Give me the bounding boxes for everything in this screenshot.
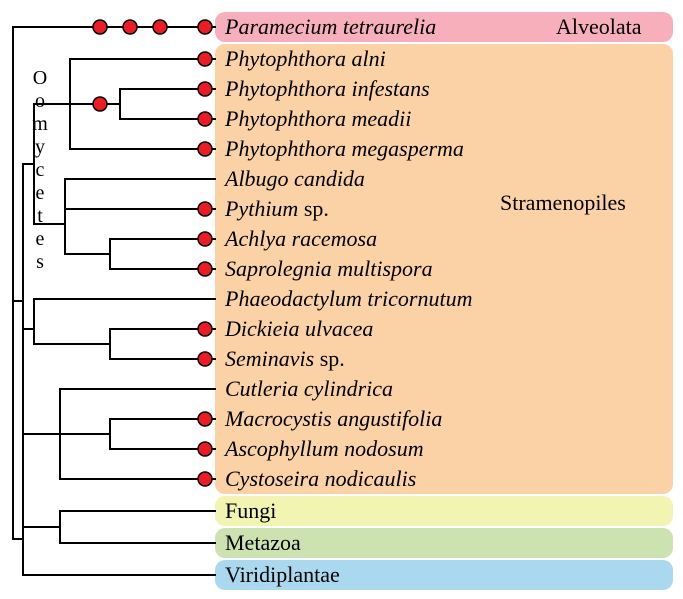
group-label: Alveolata [556,14,642,39]
tree-node [198,232,212,246]
leaf-label: Cutleria cylindrica [225,376,393,401]
leaf-label: Phytophthora megasperma [224,136,464,161]
leaf-label: Pythium sp. [224,196,329,221]
oomycetes-letter: s [36,251,44,273]
oomycetes-letter: e [36,228,45,250]
leaf-label: Saprolegnia multispora [225,256,433,281]
leaf-label: Phytophthora infestans [224,76,430,101]
tree-node [93,97,107,111]
tree-node [198,442,212,456]
tree-node [123,20,137,34]
leaf-label: Phytophthora meadii [224,106,411,131]
tree-node [198,142,212,156]
tree-node [198,262,212,276]
group-label: Viridiplantae [225,562,340,587]
tree-node [198,202,212,216]
leaf-label: Paramecium tetraurelia [224,14,436,39]
phylogenetic-tree: Paramecium tetraurelia Phytophthora alni P… [0,0,683,599]
tree-node [198,52,212,66]
leaf-label: Cystoseira nodicaulis [225,466,416,491]
oomycetes-letter: e [36,182,45,204]
tree-node [198,472,212,486]
oomycetes-letter: c [36,159,45,181]
oomycetes-letter: y [35,136,45,158]
leaf-label: Albugo candida [223,166,365,191]
tree-node [153,20,167,34]
oomycetes-letter: t [37,205,43,227]
tree-node [198,112,212,126]
group-label: Stramenopiles [500,190,626,215]
leaf-label: Ascophyllum nodosum [223,436,424,461]
group-label: Metazoa [225,530,301,555]
tree-node [198,412,212,426]
group-label: Fungi [225,498,276,523]
oomycetes-letter: o [35,90,45,112]
leaf-label: Macrocystis angustifolia [224,406,442,431]
group-box [215,496,673,526]
leaf-label: Phytophthora alni [224,46,386,71]
leaf-label: Achlya racemosa [223,226,377,251]
oomycetes-letter: O [33,67,47,89]
leaf-label: Phaeodactylum tricornutum [224,286,472,311]
tree-node [198,352,212,366]
tree-node [93,20,107,34]
tree-node [198,20,212,34]
leaf-label: Seminavis sp. [225,346,345,371]
oomycetes-letter: m [32,113,48,135]
leaf-label: Dickieia ulvacea [224,316,373,341]
tree-node [198,82,212,96]
tree-node [198,322,212,336]
